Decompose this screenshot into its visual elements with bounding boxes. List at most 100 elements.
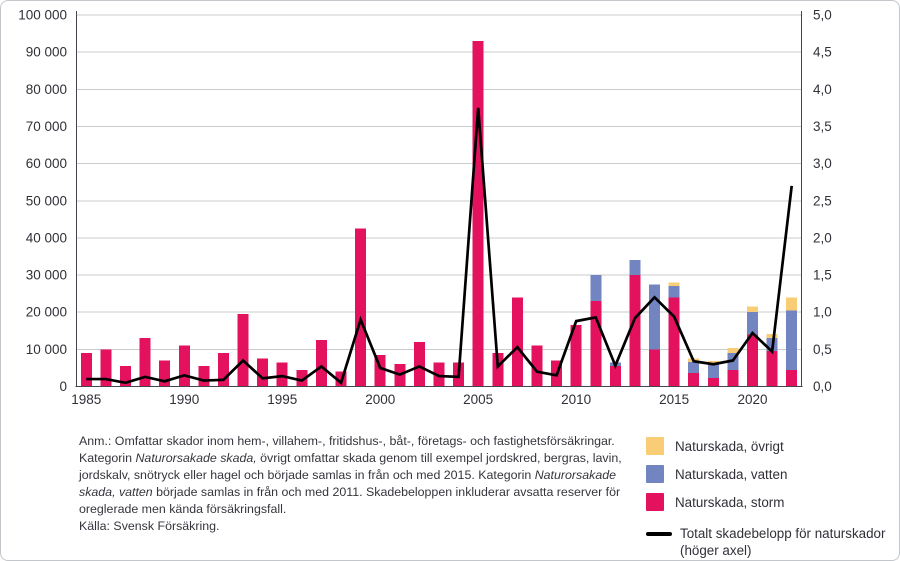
right-axis-tick-label: 0,0 (813, 379, 832, 394)
bar-segment-2013 (629, 260, 641, 276)
bar-segment-1991 (198, 366, 210, 387)
bar-segment-2020 (766, 334, 778, 339)
bar-segment-1996 (296, 369, 308, 387)
right-axis-tick-label: 2,5 (813, 193, 832, 208)
bar-segment-2002 (413, 341, 425, 387)
right-axis-tick-label: 4,0 (813, 82, 832, 97)
bar-segment-2019 (747, 334, 759, 387)
left-axis-tick-label: 30 000 (26, 268, 67, 283)
bar-segment-1993 (237, 314, 249, 387)
chart-plot: 0 0,0 10 000 0,5 20 000 1,0 30 000 1,5 40 000 2,0… (18, 8, 832, 408)
x-axis-tick-label: 2020 (737, 392, 767, 407)
chart-footnote: Anm.: Omfattar skador inom hem-, villahe… (79, 433, 639, 534)
footnote-line: skada, vatten började samlas in från och… (79, 484, 621, 499)
bar-segment-2015 (668, 297, 680, 387)
legend-label: Naturskada, övrigt (675, 438, 784, 454)
footnote-line: oreglerade men kända försäkringsfall. (79, 501, 287, 516)
left-axis-tick-label: 70 000 (26, 119, 67, 134)
bar-segment-2013 (629, 275, 641, 387)
bar-segment-1990 (178, 345, 190, 387)
legend-label: Totalt skadebelopp för naturskador (höge… (680, 525, 885, 559)
left-axis-tick-label: 80 000 (26, 82, 67, 97)
right-axis-tick-label: 0,5 (813, 342, 832, 357)
legend-item-storm: Naturskada, storm (646, 493, 891, 511)
left-axis-tick-label: 100 000 (18, 8, 67, 23)
bar-segment-2005 (472, 41, 484, 387)
bar-segment-1994 (257, 358, 269, 387)
x-axis-tick-label: 1985 (71, 392, 101, 407)
legend-line-label-1: Totalt skadebelopp för naturskador (680, 526, 886, 541)
bar-segment-2020 (766, 351, 778, 387)
bar-segment-2014 (649, 349, 661, 387)
bar-segment-2017 (707, 364, 719, 378)
bar-segment-2019 (747, 312, 759, 335)
bar-segment-1986 (100, 349, 112, 387)
right-axis-tick-label: 5,0 (813, 8, 832, 23)
x-axis-tick-label: 2010 (561, 392, 591, 407)
left-axis-tick-label: 40 000 (26, 230, 67, 245)
bar-segment-2021 (786, 369, 798, 387)
bar-segment-2010 (570, 325, 582, 387)
bar-segment-1992 (217, 353, 229, 387)
bar-segment-1988 (139, 338, 151, 387)
legend-label: Naturskada, storm (675, 494, 785, 510)
bar-segment-2007 (511, 297, 523, 387)
right-axis-tick-label: 3,0 (813, 156, 832, 171)
footnote-line: Anm.: Omfattar skador inom hem-, villahe… (79, 434, 615, 448)
bar-segment-1995 (276, 362, 288, 387)
legend-item-total-line: Totalt skadebelopp för naturskador (höge… (646, 525, 891, 559)
bar-segment-2018 (727, 369, 739, 387)
left-axis-tick-label: 10 000 (26, 342, 67, 357)
left-axis-tick-label: 20 000 (26, 305, 67, 320)
legend-item-ovrigt: Naturskada, övrigt (646, 437, 891, 455)
left-axis-tick-label: 90 000 (26, 45, 67, 60)
bar-segment-2015 (668, 286, 680, 298)
legend-item-vatten: Naturskada, vatten (646, 465, 891, 483)
bar-segment-2008 (531, 345, 543, 387)
legend-line-swatch-icon (646, 532, 672, 536)
bar-segment-2018 (727, 348, 739, 354)
bar-segment-2011 (590, 275, 602, 302)
bar-segment-2011 (590, 301, 602, 387)
bar-segment-2014 (649, 284, 661, 350)
right-axis-tick-label: 4,5 (813, 45, 832, 60)
chart-legend: Naturskada, övrigt Naturskada, vatten Na… (646, 437, 891, 560)
x-axis-tick-label: 1990 (169, 392, 199, 407)
bar-segment-1989 (159, 360, 171, 387)
bar-segment-1987 (119, 366, 131, 387)
bar-segment-2000 (374, 354, 386, 387)
bar-segment-1985 (80, 353, 92, 387)
x-axis-tick-label: 2000 (365, 392, 395, 407)
bar-segment-2021 (786, 297, 798, 311)
legend-swatch-vatten-icon (646, 465, 664, 483)
right-axis-tick-label: 1,5 (813, 268, 832, 283)
x-axis-tick-label: 2015 (659, 392, 689, 407)
legend-line-label-2: (höger axel) (680, 543, 752, 558)
bar-segment-1997 (315, 340, 327, 387)
footnote-line: jordskalv, snötryck eller hagel och börj… (79, 467, 616, 482)
right-axis-tick-label: 1,0 (813, 305, 832, 320)
left-axis-tick-label: 0 (59, 379, 67, 394)
total-amount-line (86, 107, 794, 386)
left-axis-tick-label: 50 000 (26, 193, 67, 208)
bar-segment-2017 (707, 377, 719, 387)
bar-segment-2021 (786, 310, 798, 370)
bar-segment-2019 (747, 306, 759, 313)
bar-segment-1999 (355, 228, 367, 387)
bar-segment-2006 (492, 353, 504, 387)
footnote-line: Kategorin Naturorsakade skada, övrigt om… (79, 450, 622, 465)
x-axis-tick-label: 1995 (267, 392, 297, 407)
bar-segment-2016 (688, 361, 700, 374)
legend-swatch-storm-icon (646, 493, 664, 511)
right-axis-tick-label: 3,5 (813, 119, 832, 134)
legend-swatch-ovrigt-icon (646, 437, 664, 455)
bar-segment-2012 (609, 366, 621, 387)
footnote-line: Källa: Svensk Försäkring. (79, 518, 220, 533)
bar-segment-2015 (668, 282, 680, 287)
bar-segment-2016 (688, 373, 700, 387)
left-axis-tick-label: 60 000 (26, 156, 67, 171)
x-axis-tick-label: 2005 (463, 392, 493, 407)
legend-label: Naturskada, vatten (675, 466, 788, 482)
right-axis-tick-label: 2,0 (813, 230, 832, 245)
